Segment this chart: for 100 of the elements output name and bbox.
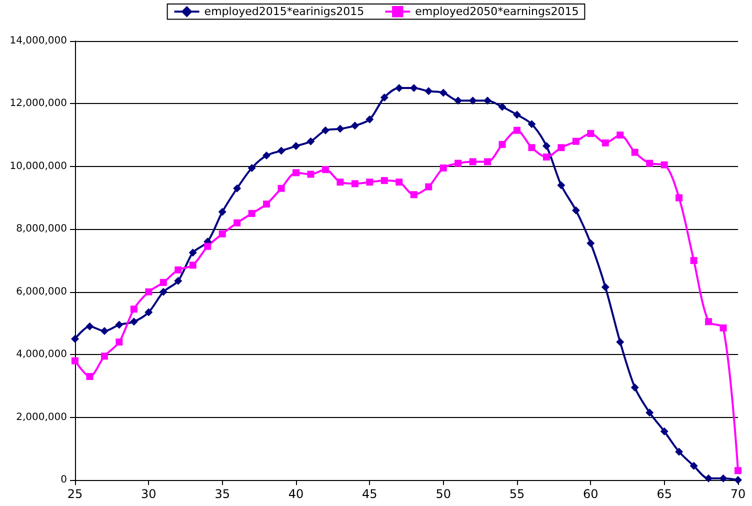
x-tick-label: 35 [214, 487, 230, 501]
point [189, 262, 196, 269]
point [234, 219, 241, 226]
point [100, 327, 108, 336]
point [484, 158, 492, 166]
point [116, 338, 123, 346]
point [72, 357, 78, 364]
point [188, 248, 197, 257]
point [218, 208, 226, 216]
point [292, 142, 300, 150]
point [130, 306, 138, 313]
point [602, 139, 609, 146]
point [468, 96, 477, 105]
point [572, 206, 580, 214]
point [705, 318, 712, 326]
point [484, 96, 492, 105]
point [616, 132, 624, 139]
point [278, 184, 285, 192]
point [292, 169, 300, 176]
point [616, 338, 624, 346]
point [542, 142, 550, 150]
legend-label: employed2015*earinigs2015 [204, 5, 364, 18]
point [100, 352, 108, 360]
point [425, 183, 432, 190]
point [454, 160, 462, 167]
point [218, 230, 226, 238]
point [528, 144, 536, 152]
point [469, 158, 476, 166]
point [174, 276, 182, 285]
point [704, 474, 713, 482]
x-tick-label: 40 [288, 487, 304, 501]
y-tick-label: 0 [60, 474, 67, 486]
y-tick-label: 10,000,000 [10, 160, 67, 172]
point [601, 283, 610, 292]
point [395, 84, 404, 92]
point [159, 288, 168, 296]
point [646, 160, 654, 167]
point [513, 110, 521, 119]
point [646, 408, 654, 417]
point [380, 93, 388, 102]
point [690, 257, 698, 264]
point [542, 154, 550, 161]
y-tick-label: 14,000,000 [10, 36, 67, 46]
point [263, 200, 270, 208]
point [336, 124, 344, 133]
point [204, 242, 212, 250]
point [321, 126, 330, 134]
point [734, 467, 742, 474]
point [322, 166, 329, 174]
point [586, 239, 595, 248]
point [233, 184, 242, 192]
point [144, 308, 153, 316]
point [558, 144, 565, 152]
point [115, 320, 124, 329]
point [248, 210, 256, 217]
x-tick-label: 45 [362, 487, 378, 501]
point [734, 476, 742, 484]
point [145, 288, 152, 296]
point [630, 383, 639, 392]
point [572, 138, 580, 145]
legend-label: employed2050*earnings2015 [415, 5, 579, 18]
point [350, 122, 359, 130]
point [587, 130, 594, 138]
point [336, 178, 344, 186]
point [86, 373, 94, 380]
point [160, 278, 167, 286]
point [660, 161, 668, 168]
point [277, 146, 286, 155]
point [439, 88, 448, 97]
y-tick-label: 6,000,000 [16, 286, 67, 298]
x-tick-label: 30 [141, 487, 156, 501]
point [557, 181, 566, 190]
point [660, 427, 668, 436]
point [307, 170, 314, 178]
point [424, 87, 433, 96]
x-tick-label: 60 [583, 487, 598, 501]
x-tick-label: 70 [730, 487, 746, 501]
y-tick-label: 8,000,000 [16, 224, 67, 235]
point [719, 474, 728, 482]
y-tick-label: 4,000,000 [16, 349, 67, 360]
y-tick-label: 12,000,000 [10, 98, 67, 110]
point [174, 266, 182, 274]
point [306, 137, 315, 146]
point [262, 151, 271, 160]
point [86, 322, 94, 330]
point [366, 178, 374, 186]
x-tick-label: 25 [67, 487, 83, 501]
point [366, 115, 374, 124]
point [498, 102, 506, 111]
point [676, 194, 683, 202]
x-tick-label: 55 [509, 487, 525, 501]
point [410, 191, 418, 198]
point [454, 96, 462, 105]
point [675, 448, 684, 456]
x-tick-label: 50 [436, 487, 451, 501]
point [631, 148, 638, 156]
point [528, 120, 536, 128]
y-tick-label: 2,000,000 [16, 412, 67, 423]
point [351, 180, 358, 188]
point [498, 140, 506, 148]
